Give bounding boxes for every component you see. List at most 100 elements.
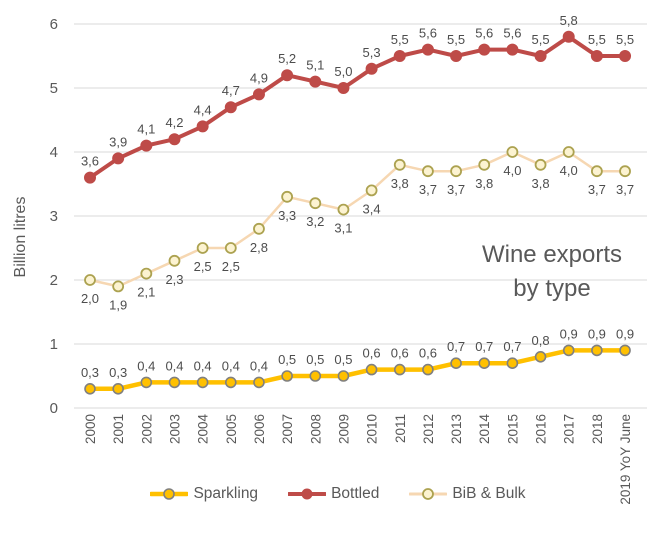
data-label: 3,9	[109, 134, 127, 149]
data-label: 5,6	[419, 26, 437, 41]
legend-swatch	[288, 488, 327, 500]
data-point	[393, 363, 406, 376]
data-label: 3,8	[391, 176, 409, 191]
y-tick-label: 5	[50, 80, 58, 97]
chart-title-line1: Wine exports	[481, 241, 623, 268]
data-label: 0,9	[616, 326, 634, 341]
x-tick-label: 2002	[139, 414, 154, 444]
data-point	[506, 357, 519, 370]
data-label: 2,0	[81, 291, 99, 306]
data-label: 5,5	[391, 32, 409, 47]
data-point	[168, 133, 181, 146]
data-label: 4,4	[194, 102, 212, 117]
legend-label: Bottled	[331, 485, 380, 502]
x-tick-label: 2000	[83, 414, 98, 444]
data-point	[590, 50, 603, 62]
data-point	[281, 69, 294, 82]
x-tick-label: 2010	[365, 414, 380, 444]
legend-marker	[422, 488, 435, 500]
data-point	[224, 242, 237, 254]
x-tick-label: 2005	[224, 414, 239, 444]
data-point	[168, 254, 181, 267]
data-label: 3,3	[278, 208, 296, 223]
data-label: 0,7	[475, 339, 493, 354]
data-point	[478, 158, 491, 171]
data-point	[478, 357, 491, 370]
data-point	[450, 50, 463, 62]
data-label: 0,5	[278, 352, 296, 367]
x-tick-label: 2015	[505, 414, 520, 444]
data-point	[365, 363, 378, 376]
data-point	[393, 50, 406, 62]
legend-label: BiB & Bulk	[452, 485, 526, 502]
data-point	[619, 344, 631, 357]
data-point	[534, 158, 547, 171]
data-point	[140, 376, 153, 389]
data-label: 0,3	[109, 365, 127, 380]
data-label: 0,5	[306, 352, 324, 367]
x-tick-label: 2003	[167, 414, 182, 444]
data-label: 0,4	[137, 358, 155, 373]
x-tick-label: 2011	[393, 414, 408, 443]
x-tick-label: 2009	[336, 414, 351, 444]
legend-swatch	[150, 488, 189, 500]
data-label: 5,5	[532, 32, 550, 47]
data-label: 2,3	[165, 272, 183, 287]
x-tick-label: 2013	[449, 414, 464, 444]
data-point	[140, 139, 153, 152]
data-point	[450, 165, 462, 178]
x-tick-label: 2001	[111, 414, 126, 444]
data-label: 4,0	[560, 163, 578, 178]
data-label: 4,0	[503, 163, 521, 178]
data-label: 5,5	[616, 32, 634, 47]
data-point	[84, 171, 96, 184]
x-tick-label: 2019 YoY June	[618, 414, 633, 505]
data-point	[112, 280, 125, 293]
data-point	[168, 376, 181, 389]
data-point	[281, 190, 294, 203]
data-point	[224, 101, 237, 114]
data-label: 0,4	[222, 358, 240, 373]
data-point	[281, 370, 293, 382]
data-point	[534, 350, 547, 363]
data-label: 5,5	[447, 32, 465, 47]
chart-title-line2: by type	[513, 275, 591, 302]
data-label: 0,7	[503, 339, 521, 354]
data-label: 2,8	[250, 240, 268, 255]
data-label: 3,7	[588, 182, 606, 197]
data-label: 3,8	[475, 176, 493, 191]
x-tick-label: 2017	[562, 414, 577, 444]
data-point	[337, 370, 350, 382]
data-point	[253, 222, 265, 235]
data-point	[534, 50, 547, 62]
data-label: 0,4	[194, 358, 212, 373]
data-point	[337, 82, 350, 94]
x-tick-label: 2014	[477, 414, 492, 445]
data-label: 4,7	[222, 83, 240, 98]
legend-marker	[301, 488, 313, 500]
y-tick-label: 3	[50, 208, 58, 225]
y-tick-label: 6	[50, 16, 58, 33]
data-point	[562, 344, 575, 357]
data-label: 0,7	[447, 339, 465, 354]
chart-legend: Sparkling Bottled BiB & Bulk	[0, 485, 646, 503]
data-label: 4,9	[250, 70, 268, 85]
data-label: 5,2	[278, 51, 296, 66]
data-point	[506, 146, 519, 158]
data-point	[591, 344, 603, 357]
data-point	[365, 62, 378, 75]
data-label: 5,8	[560, 13, 578, 28]
legend-item-bib-bulk: BiB & Bulk	[409, 485, 526, 503]
x-tick-label: 2004	[196, 414, 211, 445]
data-label: 3,7	[616, 182, 634, 197]
data-point	[365, 184, 378, 197]
data-label: 3,4	[363, 201, 381, 216]
data-label: 0,6	[363, 346, 381, 361]
data-point	[309, 370, 322, 382]
data-point	[84, 382, 96, 395]
data-label: 0,6	[419, 346, 437, 361]
data-point	[196, 242, 209, 254]
x-tick-label: 2006	[252, 414, 267, 444]
data-label: 0,9	[588, 326, 606, 341]
